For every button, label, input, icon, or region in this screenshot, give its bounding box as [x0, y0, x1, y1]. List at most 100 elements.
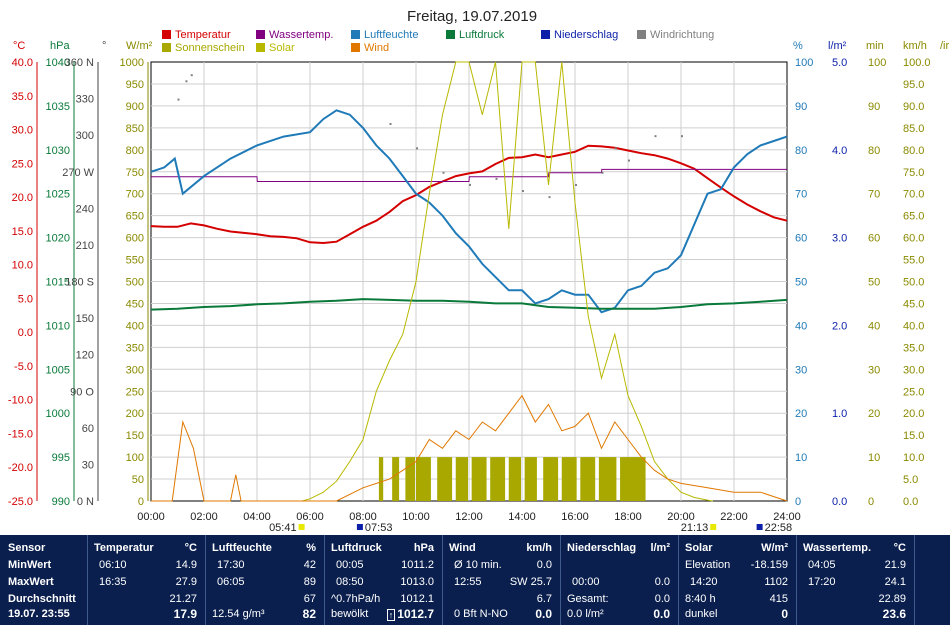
- tick-label: 240: [76, 203, 94, 215]
- wind-max-time: 12:55: [454, 576, 482, 588]
- tick-label: 15.0: [12, 226, 33, 238]
- tick-label: 60: [795, 233, 807, 245]
- tick-label: 0: [795, 496, 801, 508]
- sun-event-set2: 22:58: [756, 522, 793, 534]
- row-avg: Durchschnitt: [8, 593, 76, 605]
- tick-label: 50: [132, 474, 144, 486]
- rain-max-time: 00:00: [572, 576, 600, 588]
- tick-label: 65.0: [903, 211, 924, 223]
- legend-label: Wind: [364, 42, 389, 54]
- tick-label: 20.0: [12, 192, 33, 204]
- solar-current: 0: [781, 607, 788, 621]
- pres-min: 1011.2: [401, 559, 434, 571]
- tick-label: 1030: [46, 145, 70, 157]
- legend-item: Luftfeuchte: [351, 29, 418, 41]
- rain-head: Niederschlag: [567, 542, 637, 554]
- tick-label: 1000: [120, 57, 144, 69]
- pres-head: Luftdruck: [331, 542, 382, 554]
- tick-label: 990: [52, 496, 70, 508]
- hum-max-time: 06:05: [217, 576, 245, 588]
- winddir-point: [177, 98, 180, 101]
- tick-label: 600: [126, 233, 144, 245]
- temp-col: Temperatur °C 06:10 14.9 16:35 27.9 21.2…: [87, 535, 206, 625]
- series-line: [150, 144, 788, 245]
- axis-unit: W/m²: [126, 40, 153, 52]
- tick-label: 30: [82, 459, 94, 471]
- tick-label: 25.0: [903, 386, 924, 398]
- axis-unit: %: [793, 40, 803, 52]
- tick-label: 10.0: [903, 452, 924, 464]
- tick-label: 210: [76, 240, 94, 252]
- tick-label: 35.0: [903, 342, 924, 354]
- series-line: [151, 394, 788, 502]
- tick-label: 35.0: [12, 91, 33, 103]
- sunshine-bar: [543, 457, 559, 501]
- tick-label: 850: [126, 123, 144, 135]
- temp-current: 17.9: [173, 607, 197, 621]
- tick-label: 200: [126, 408, 144, 420]
- tick-label: 60: [868, 233, 880, 245]
- tick-label: 450: [126, 298, 144, 310]
- tick-label: 1035: [46, 101, 70, 113]
- temp-avg: 21.27: [169, 593, 197, 605]
- x-tick-label: 20:00: [667, 511, 695, 523]
- legend-swatch: [351, 43, 360, 52]
- water-avg: 22.89: [878, 593, 906, 605]
- legend-item: Temperatur: [162, 29, 231, 41]
- tick-label: 100: [795, 57, 813, 69]
- solar-elevation-label: Elevation: [685, 559, 731, 571]
- tick-label: 300: [126, 364, 144, 376]
- wind-axis: km/h 100.0 95.0 90.0 85.0 80.0 75.0 70.0 65.0 60.…: [903, 40, 931, 508]
- x-tick-label: 12:00: [455, 511, 483, 523]
- winddir-point: [442, 171, 445, 174]
- tick-label: 25.0: [12, 158, 33, 170]
- tick-label: 10: [795, 452, 807, 464]
- tick-label: 2.0: [832, 320, 847, 332]
- solar-avg: 415: [769, 593, 788, 605]
- tick-label: 0: [868, 496, 874, 508]
- tick-label: 70.0: [903, 189, 924, 201]
- sunshine-bar: [580, 457, 596, 501]
- tick-label: 50: [868, 277, 880, 289]
- sun-event-sunset: 21:13: [681, 522, 717, 534]
- pressure-axis: hPa 1040 1035 1030 1025 1020 1015 1010 1005 1000 9…: [46, 40, 75, 508]
- tick-label: 30.0: [903, 364, 924, 376]
- water-max: 24.1: [884, 576, 906, 588]
- series-line: [301, 61, 713, 502]
- tick-label: 40.0: [903, 320, 924, 332]
- tick-label: 90: [868, 101, 880, 113]
- solar-state: dunkel: [685, 608, 718, 620]
- wind-col: Wind km/h Ø 10 min. 0.0 12:55 SW 25.7 6.…: [442, 535, 561, 625]
- x-tick-label: 08:00: [349, 511, 377, 523]
- tick-label: 1010: [46, 320, 70, 332]
- hum-head: Luftfeuchte: [212, 542, 272, 554]
- rain-total-label: Gesamt:: [567, 593, 609, 605]
- water-min: 21.9: [884, 559, 906, 571]
- legend-label: Luftfeuchte: [364, 29, 418, 41]
- series-line: [150, 298, 788, 311]
- tick-label: 80: [795, 145, 807, 157]
- tick-label: 1.0: [832, 408, 847, 420]
- axis-unit: °: [102, 40, 106, 52]
- x-tick-label: 14:00: [508, 511, 536, 523]
- winddir-point: [185, 80, 188, 83]
- temp-min-time: 06:10: [99, 559, 127, 571]
- sun-events: 05:41 07:53 21:13 22:58: [269, 522, 792, 534]
- x-tick-label: 02:00: [190, 511, 218, 523]
- tick-label: 350: [126, 342, 144, 354]
- axis-unit: hPa: [50, 40, 70, 52]
- legend-item: Sonnenschein: [162, 42, 245, 54]
- pres-unit: hPa: [413, 542, 434, 554]
- tick-label: 270 W: [62, 167, 94, 179]
- sunshine-bar: [561, 457, 577, 501]
- hum-absolute: 12.54 g/m³: [212, 608, 265, 620]
- sun-marker-icon: [756, 524, 763, 530]
- sensor-head: Sensor: [8, 542, 46, 554]
- weather-chart: Freitag, 19.07.2019 Temperatur Wassertemp…: [8, 8, 950, 534]
- rain-current: 0.0: [653, 607, 670, 621]
- solar-unit: W/m²: [761, 542, 788, 554]
- pres-current-value: 1012.7: [397, 607, 434, 621]
- winddir-point: [190, 74, 193, 77]
- sun-time-label: 22:58: [765, 522, 793, 534]
- legend-swatch: [351, 30, 360, 39]
